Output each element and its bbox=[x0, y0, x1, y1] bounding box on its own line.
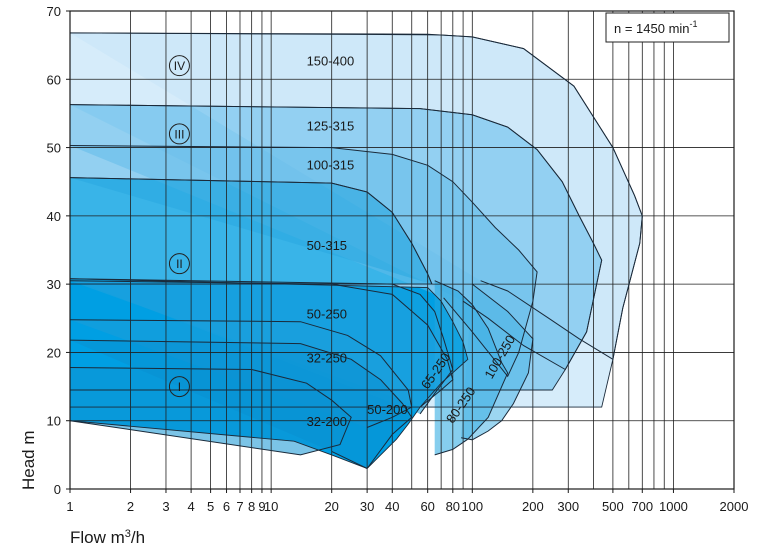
range-marker-II: II bbox=[176, 257, 183, 271]
curve-label-50-250: 50-250 bbox=[307, 306, 347, 321]
curve-line-80-250 bbox=[434, 280, 509, 456]
curve-line-32-250 bbox=[69, 319, 413, 428]
axes: 1 2 3 4 5 6 7 8 910 20 30 40 60 80 100 200 300 500 700 1000… bbox=[47, 4, 749, 514]
x-tick-label-700: 700 bbox=[631, 499, 653, 514]
y-tick-label-70: 70 bbox=[47, 4, 61, 19]
speed-note-prefix: n = 1450 min bbox=[614, 21, 690, 36]
x-tick-label-100: 100 bbox=[461, 499, 483, 514]
curve-label-50-200: 50-200 bbox=[367, 402, 407, 417]
curve-label-150-400: 150-400 bbox=[307, 54, 355, 69]
x-tick-label-1000: 1000 bbox=[659, 499, 688, 514]
range-marker-circle-IV bbox=[168, 55, 190, 77]
x-tick-label-2: 2 bbox=[127, 499, 134, 514]
curve-area-100-250 bbox=[461, 284, 533, 440]
curve-line-32-200 bbox=[69, 367, 352, 456]
curve-line-100-250 bbox=[461, 283, 534, 441]
y-tick-label-10: 10 bbox=[47, 414, 61, 429]
curve-area-50-315 bbox=[70, 177, 432, 285]
curve-area-50-200 bbox=[70, 340, 412, 469]
x-tick-label-4: 4 bbox=[187, 499, 194, 514]
grid-lines bbox=[69, 10, 735, 490]
range-marker-IV: IV bbox=[174, 59, 185, 73]
curve-label-50-315: 50-315 bbox=[307, 238, 347, 253]
range-outline-I bbox=[69, 278, 469, 470]
x-tick-label-30: 30 bbox=[360, 499, 374, 514]
y-tick-label-0: 0 bbox=[54, 482, 61, 497]
y-axis-label: Head m bbox=[19, 430, 38, 490]
x-tick-label-20: 20 bbox=[324, 499, 338, 514]
curve-label-125-315: 125-315 bbox=[307, 119, 355, 134]
range-marker-I: I bbox=[178, 380, 181, 394]
range-outline-II bbox=[69, 177, 433, 285]
x-tick-label-3: 3 bbox=[162, 499, 169, 514]
speed-note-text: n = 1450 min-1 bbox=[614, 19, 698, 36]
curve-areas bbox=[70, 32, 643, 469]
y-tick-label-60: 60 bbox=[47, 72, 61, 87]
curve-label-32-200: 32-200 bbox=[307, 414, 347, 429]
x-tick-label-7: 7 bbox=[236, 499, 243, 514]
plot-frame bbox=[69, 10, 735, 490]
range-outline-III bbox=[69, 104, 603, 391]
x-tick-label-2000: 2000 bbox=[720, 499, 749, 514]
x-axis-label: Flow m3/h bbox=[70, 528, 145, 547]
y-tick-label-50: 50 bbox=[47, 141, 61, 156]
range-marker-III: III bbox=[174, 127, 184, 141]
range-marker-circle-I bbox=[168, 376, 190, 398]
x-tick-label-10: 10 bbox=[264, 499, 278, 514]
x-tick-label-80: 80 bbox=[446, 499, 460, 514]
curve-line-65-250 bbox=[69, 278, 454, 415]
x-tick-label-300: 300 bbox=[557, 499, 579, 514]
x-tick-label-200: 200 bbox=[522, 499, 544, 514]
y-tick-label-40: 40 bbox=[47, 209, 61, 224]
curve-line-50-200 bbox=[69, 339, 413, 470]
speed-note-exponent: -1 bbox=[690, 19, 698, 29]
x-tick-label-9: 9 bbox=[258, 499, 265, 514]
speed-note: n = 1450 min-1 bbox=[605, 12, 730, 43]
x-tick-label-8: 8 bbox=[248, 499, 255, 514]
range-marker-circle-III bbox=[168, 123, 190, 145]
curve-label-32-250: 32-250 bbox=[307, 351, 347, 366]
range-outline-IV bbox=[69, 32, 643, 408]
curve-label-100-315: 100-315 bbox=[307, 157, 355, 172]
x-tick-label-5: 5 bbox=[207, 499, 214, 514]
curve-outlines bbox=[69, 32, 643, 470]
x-tick-label-1: 1 bbox=[66, 499, 73, 514]
x-tick-label-6: 6 bbox=[223, 499, 230, 514]
x-tick-label-40: 40 bbox=[385, 499, 399, 514]
y-tick-label-30: 30 bbox=[47, 277, 61, 292]
curve-line-100-315 bbox=[69, 145, 538, 378]
x-tick-label-500: 500 bbox=[602, 499, 624, 514]
y-tick-label-20: 20 bbox=[47, 345, 61, 360]
curve-area-100-315 bbox=[70, 145, 538, 377]
x-tick-label-60: 60 bbox=[420, 499, 434, 514]
range-marker-circle-II bbox=[168, 253, 190, 275]
